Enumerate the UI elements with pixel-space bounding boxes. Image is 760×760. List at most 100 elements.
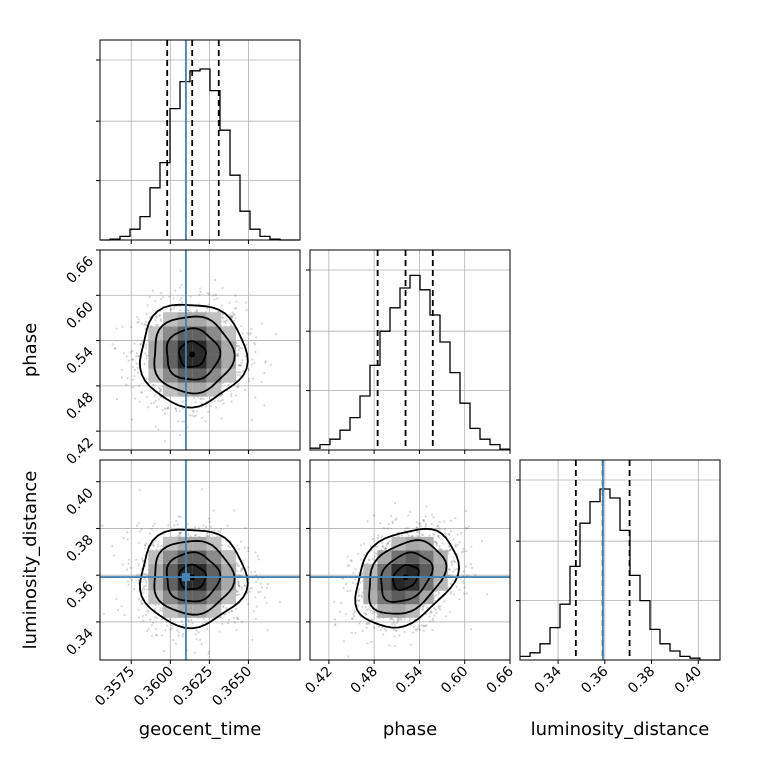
- sample-point: [176, 523, 180, 526]
- sample-point: [206, 292, 210, 295]
- sample-point: [112, 554, 116, 557]
- sample-point: [122, 536, 125, 540]
- sample-point: [127, 562, 130, 565]
- sample-point: [167, 524, 170, 527]
- sample-point: [143, 543, 147, 546]
- sample-point: [144, 579, 147, 583]
- sample-point: [236, 564, 239, 567]
- sample-point: [206, 535, 209, 538]
- sample-point: [140, 391, 143, 394]
- sample-point: [230, 392, 233, 395]
- sample-point: [188, 414, 191, 417]
- sample-point: [224, 319, 228, 322]
- sample-point: [102, 613, 106, 616]
- sample-point: [367, 621, 370, 624]
- sample-point: [134, 397, 137, 400]
- density-cell: [192, 563, 207, 578]
- sample-point: [406, 526, 409, 530]
- sample-point: [255, 580, 258, 583]
- sample-point: [434, 540, 437, 543]
- sample-point: [424, 525, 427, 528]
- sample-point: [187, 619, 191, 623]
- sample-point: [365, 612, 368, 616]
- sample-point: [228, 313, 231, 317]
- sample-point: [135, 573, 139, 577]
- sample-point: [352, 612, 355, 615]
- sample-point: [246, 332, 249, 335]
- sample-point: [222, 402, 225, 405]
- sample-point: [354, 568, 357, 571]
- sample-point: [438, 536, 441, 539]
- sample-point: [159, 544, 162, 548]
- sample-point: [455, 585, 458, 588]
- sample-point: [152, 621, 155, 624]
- sample-point: [244, 301, 248, 304]
- sample-point: [204, 525, 208, 528]
- sample-point: [425, 624, 428, 627]
- sample-point: [451, 563, 454, 567]
- sample-point: [467, 525, 471, 528]
- sample-point: [135, 352, 138, 355]
- density-cell: [148, 354, 163, 369]
- sample-point: [215, 406, 218, 409]
- sample-point: [338, 610, 342, 613]
- sample-point: [179, 309, 182, 312]
- sample-point: [137, 616, 140, 619]
- sample-point: [398, 618, 401, 621]
- density-cell: [419, 550, 434, 564]
- sample-point: [159, 319, 163, 323]
- sample-point: [397, 534, 400, 538]
- sample-point: [438, 591, 441, 594]
- density-cell: [221, 563, 237, 578]
- sample-point: [425, 505, 428, 508]
- sample-point: [244, 354, 247, 358]
- sample-point: [197, 631, 200, 634]
- sample-point: [146, 395, 149, 398]
- sample-point: [358, 588, 361, 591]
- sample-point: [350, 559, 353, 563]
- sample-point: [120, 605, 123, 608]
- sample-point: [235, 306, 238, 309]
- density-cell: [177, 354, 193, 369]
- sample-point: [248, 380, 251, 383]
- sample-point: [159, 606, 162, 610]
- sample-point: [231, 311, 234, 314]
- sample-point: [419, 522, 422, 525]
- sample-point: [222, 604, 225, 607]
- sample-point: [431, 619, 435, 622]
- sample-point: [235, 616, 238, 619]
- sample-point: [172, 297, 175, 300]
- sample-point: [450, 560, 453, 563]
- sample-point: [366, 520, 369, 523]
- sample-point: [224, 321, 227, 324]
- sample-point: [240, 568, 243, 571]
- sample-point: [237, 618, 240, 621]
- sample-point: [237, 580, 240, 583]
- sample-point: [264, 361, 267, 364]
- x-tick-label-luminosity_distance: 0.38: [625, 664, 658, 697]
- sample-point: [237, 370, 240, 374]
- sample-point: [247, 367, 250, 371]
- sample-point: [206, 532, 209, 535]
- panel-frame: [309, 249, 511, 451]
- sample-point: [450, 561, 454, 564]
- sample-point: [131, 358, 134, 361]
- sample-point: [433, 540, 436, 544]
- sample-point: [385, 629, 388, 632]
- sample-point: [141, 557, 144, 560]
- sample-point: [332, 600, 336, 603]
- sample-point: [400, 618, 403, 621]
- sample-point: [207, 303, 210, 306]
- density-cell: [206, 326, 222, 341]
- sample-point: [204, 621, 207, 624]
- sample-point: [177, 420, 180, 423]
- sample-point: [424, 625, 427, 628]
- sample-point: [437, 534, 440, 537]
- sample-point: [403, 630, 406, 633]
- sample-point: [141, 614, 144, 618]
- sample-point: [207, 650, 211, 653]
- density-cell: [206, 577, 222, 591]
- sample-point: [146, 609, 149, 613]
- sample-point: [436, 524, 440, 527]
- sample-point: [250, 327, 253, 330]
